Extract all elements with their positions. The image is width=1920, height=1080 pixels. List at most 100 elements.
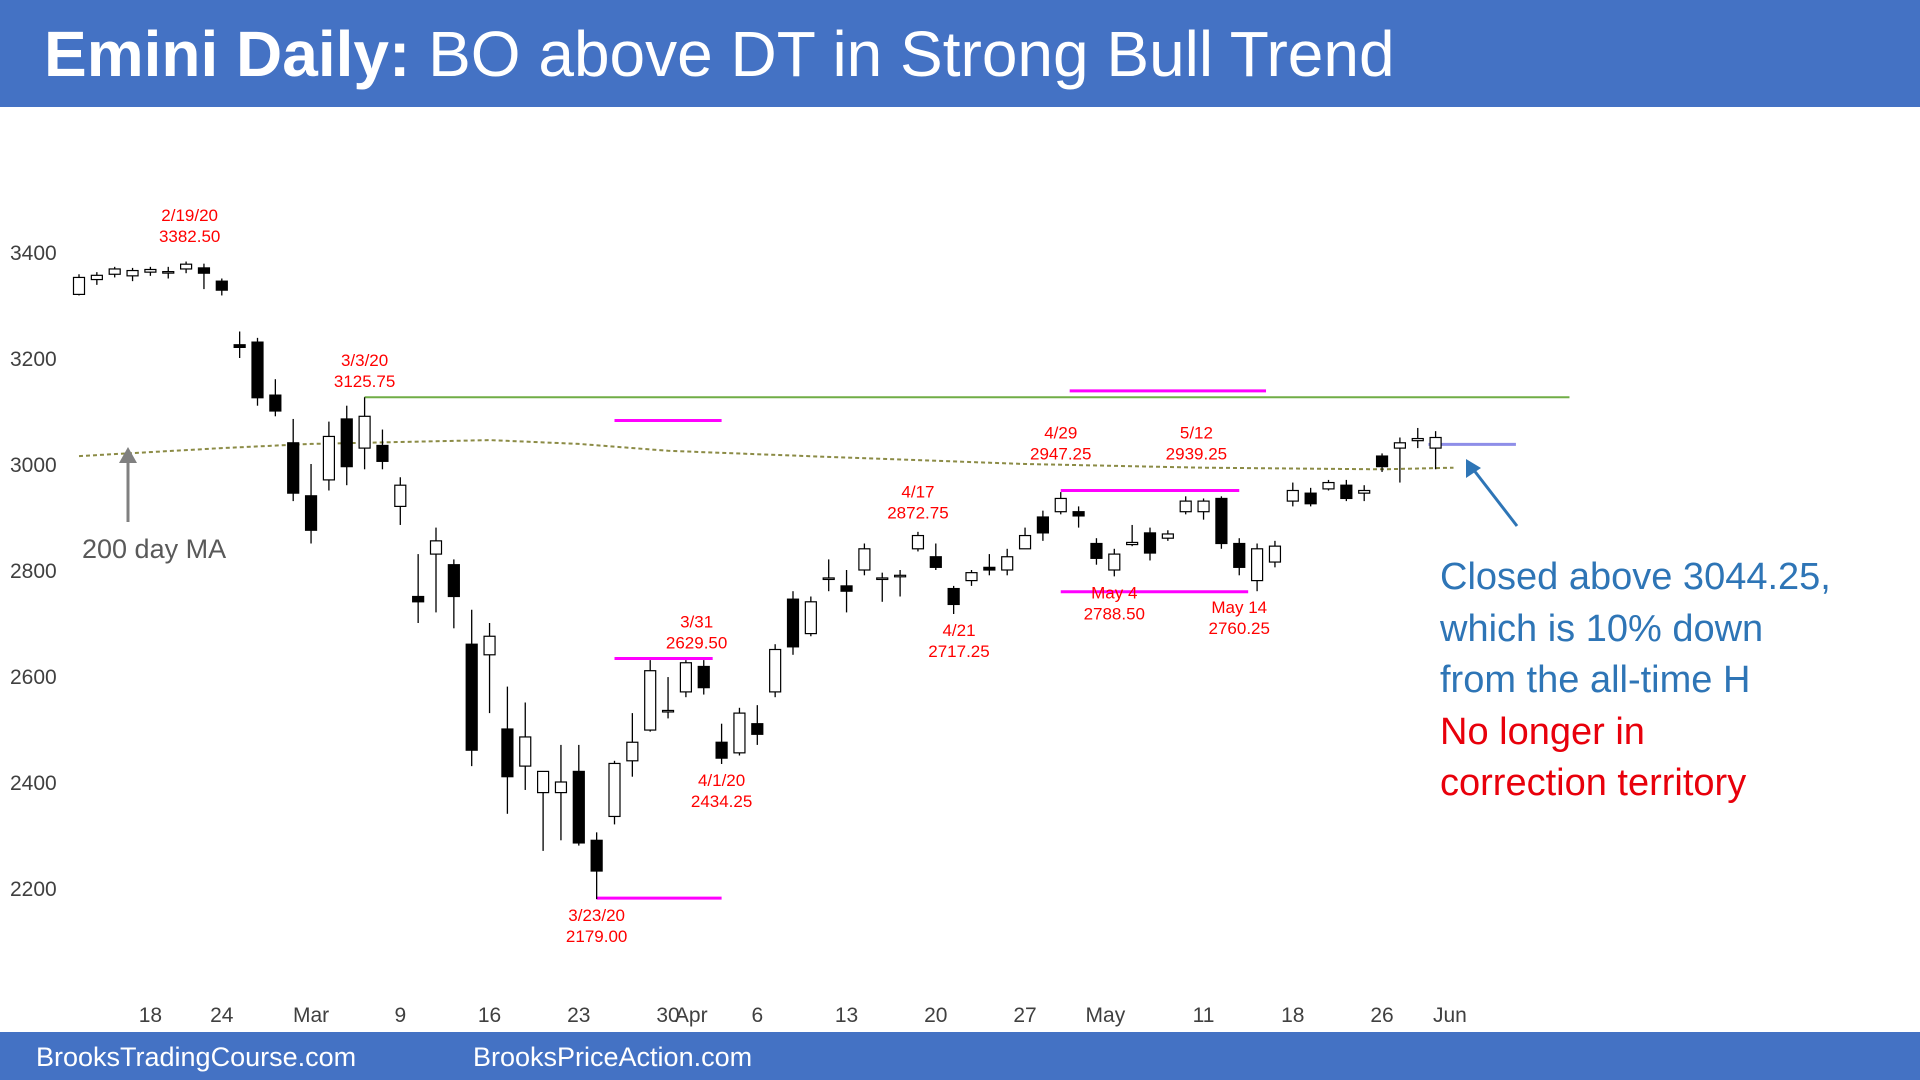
slide-title: Emini Daily: BO above DT in Strong Bull … [44,14,1395,94]
annotation-date: May 4 [1091,583,1137,602]
price-annotation: 3/3/20 3125.75 [334,351,395,391]
candle [1197,498,1210,520]
annotation-date: 4/17 [901,483,934,502]
annotation-price: 2717.25 [928,642,989,661]
candle [1161,530,1174,541]
annotation-note: Closed above 3044.25, which is 10% down … [1440,552,1831,810]
y-tick-label: 3400 [10,242,57,265]
candle-body-bull [626,741,639,762]
candle-body-bull [1358,489,1371,494]
candle-body-bear [1036,516,1050,534]
annotation-price: 2760.25 [1209,619,1270,638]
candle-body-bear [215,280,228,291]
candle [661,677,675,719]
candle [1108,548,1121,577]
candle-body-bear [197,267,211,274]
y-tick-label: 3000 [10,454,57,477]
x-tick-label: 6 [751,1004,763,1027]
footer-link-price-action[interactable]: BrooksPriceAction.com [473,1042,753,1072]
candle-body-bull [608,762,621,818]
price-annotation: 3/31 2629.50 [666,613,727,653]
annotation-price: 2179.00 [566,927,627,946]
title-rest: BO above DT in Strong Bull Trend [410,18,1395,90]
annotation-price: 2434.25 [691,792,752,811]
candle-body-bear [715,741,728,759]
candle [304,464,318,544]
x-tick-label: 20 [924,1004,947,1027]
candle-body-bull [1322,481,1335,490]
candle-body-bull [144,268,157,273]
candle [554,744,568,841]
candle [376,429,389,470]
title-bold: Emini Daily: [44,18,411,90]
candle-body-bear [983,566,996,571]
candle-body-bear [233,344,246,348]
candle-body-bear [1215,497,1228,545]
candle [929,543,942,570]
price-annotation: 5/12 2939.25 [1166,423,1227,463]
ma-arrow-head [119,447,137,463]
candle-body-bull [1411,437,1424,442]
candle [733,707,746,756]
footer-bar: BrooksTradingCourse.com BrooksPriceActio… [0,1032,1920,1080]
candle-body-bull [519,736,532,767]
note-line-3: from the all-time H [1440,659,1751,701]
y-tick-label: 2200 [10,878,57,901]
candlestick-chart: 3400 3200 3000 2800 2600 2400 2200 18 24 Mar 9 16 23… [10,206,1570,1027]
candle-body-bear [840,585,853,592]
candle [536,770,550,851]
candle [786,591,800,655]
candle [322,421,335,491]
y-tick-label: 2400 [10,772,57,795]
candle-body-bull [679,662,693,693]
candle [1429,431,1442,470]
candle [1411,427,1424,449]
candle [465,609,478,767]
candle-body-bull [1197,500,1210,513]
candle [1268,540,1282,568]
candle-body-bear [947,587,960,606]
candle-body-bull [358,415,371,449]
candle-body-bull [90,274,103,281]
candle [358,397,371,470]
candle [1072,506,1085,528]
candle-body-bear [269,394,282,412]
candle-body-bull [876,577,889,581]
candle-body-bull [858,548,871,571]
candle [1126,524,1139,547]
annotation-date: 3/23/20 [568,906,625,925]
candle-body-bull [893,574,907,578]
candle [840,570,853,613]
candle [644,660,657,732]
annotation-date: 2/19/20 [161,206,218,225]
x-tick-label: 9 [394,1004,406,1027]
x-tick-label: 24 [210,1004,234,1027]
candle [715,723,728,764]
candle-body-bear [1375,455,1389,468]
candle [1036,510,1050,541]
candle-body-bull [1108,553,1121,571]
note-arrow-head [1466,459,1481,478]
candle-body-bull [965,572,978,582]
candle-body-bull [1286,489,1299,502]
title-bar: Emini Daily: BO above DT in Strong Bull … [0,0,1920,107]
y-tick-label: 2600 [10,666,57,689]
note-arrow-shaft [1471,468,1519,527]
candle [1233,538,1246,576]
candle-body-bull [1018,534,1032,550]
footer-link-trading-course[interactable]: BrooksTradingCourse.com [36,1042,357,1072]
candle [1215,496,1228,549]
candle [287,418,300,502]
candle [269,379,282,417]
candle [394,477,407,525]
annotation-date: 3/31 [680,613,713,632]
candle-body-bear [786,598,800,648]
candle-body-bull [1268,545,1282,563]
y-tick-label: 3200 [10,348,57,371]
candle-body-bull [429,540,443,555]
candle [519,702,532,790]
candle-body-bull [180,263,193,270]
candle [876,572,889,602]
candle-body-bear [1072,511,1085,517]
candle [162,266,175,279]
